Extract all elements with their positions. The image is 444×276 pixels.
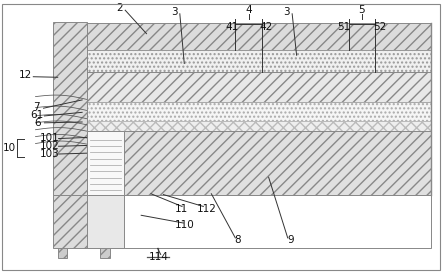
Bar xyxy=(87,195,124,248)
Text: 41: 41 xyxy=(225,22,238,32)
Text: 112: 112 xyxy=(197,204,217,214)
Text: 7: 7 xyxy=(34,102,40,112)
Text: 9: 9 xyxy=(287,235,293,245)
Text: 42: 42 xyxy=(260,22,273,32)
Bar xyxy=(84,72,431,102)
Text: 3: 3 xyxy=(284,7,290,17)
Text: 5: 5 xyxy=(359,5,365,15)
Text: 10: 10 xyxy=(2,143,16,153)
Text: 110: 110 xyxy=(174,220,194,230)
Text: 12: 12 xyxy=(19,70,32,80)
Text: 52: 52 xyxy=(373,22,386,32)
Bar xyxy=(84,195,431,248)
Text: 4: 4 xyxy=(246,5,252,15)
Bar xyxy=(84,121,431,131)
Text: 11: 11 xyxy=(174,204,188,214)
Text: 101: 101 xyxy=(40,133,59,143)
Bar xyxy=(84,131,431,195)
Text: 6: 6 xyxy=(35,118,41,128)
Text: 2: 2 xyxy=(117,3,123,13)
Bar xyxy=(84,50,431,72)
Bar xyxy=(84,102,431,121)
Text: 51: 51 xyxy=(337,22,351,32)
Bar xyxy=(84,23,431,50)
Text: 61: 61 xyxy=(30,110,43,120)
Text: 102: 102 xyxy=(40,141,59,151)
Bar xyxy=(53,22,87,195)
Bar xyxy=(100,248,110,258)
Text: 114: 114 xyxy=(149,252,169,262)
Bar xyxy=(87,131,124,195)
Text: 3: 3 xyxy=(171,7,178,17)
Text: 103: 103 xyxy=(40,149,59,159)
Bar xyxy=(53,195,87,248)
Text: 8: 8 xyxy=(234,235,240,245)
Bar xyxy=(58,248,67,258)
